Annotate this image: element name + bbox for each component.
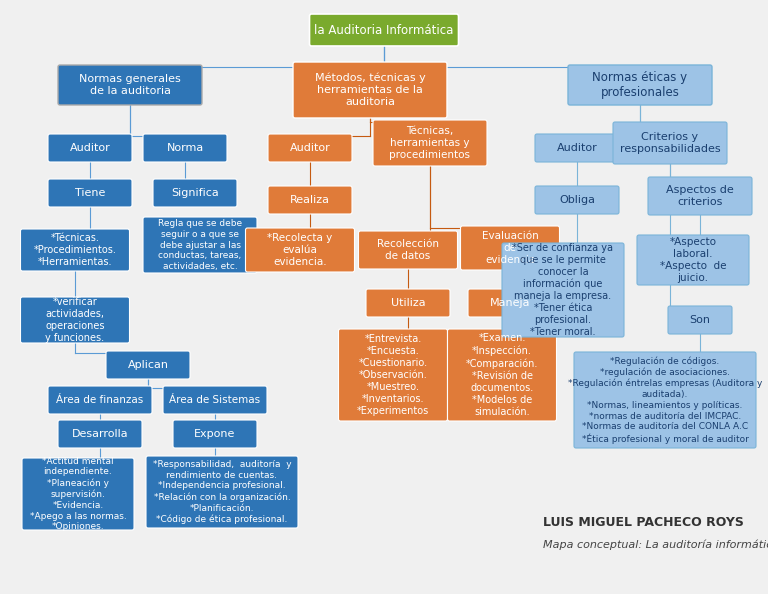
FancyBboxPatch shape <box>268 134 352 162</box>
Text: Son: Son <box>690 315 710 325</box>
FancyBboxPatch shape <box>163 386 267 414</box>
FancyBboxPatch shape <box>293 62 447 118</box>
Text: Aspectos de
criterios: Aspectos de criterios <box>666 185 734 207</box>
Text: Realiza: Realiza <box>290 195 330 205</box>
FancyBboxPatch shape <box>173 420 257 448</box>
FancyBboxPatch shape <box>502 243 624 337</box>
FancyBboxPatch shape <box>574 352 756 448</box>
FancyBboxPatch shape <box>648 177 752 215</box>
FancyBboxPatch shape <box>246 228 355 272</box>
Text: *Actitud mental
independiente.
*Planeación y
supervisión.
*Evidencia.
*Apego a l: *Actitud mental independiente. *Planeaci… <box>30 457 127 532</box>
Text: Significa: Significa <box>171 188 219 198</box>
Text: *Técnicas.
*Procedimientos.
*Herramientas.: *Técnicas. *Procedimientos. *Herramienta… <box>34 233 117 267</box>
Text: Métodos, técnicas y
herramientas de la
auditoria: Métodos, técnicas y herramientas de la a… <box>315 72 425 108</box>
FancyBboxPatch shape <box>48 134 132 162</box>
FancyBboxPatch shape <box>468 289 552 317</box>
Text: Recolección
de datos: Recolección de datos <box>377 239 439 261</box>
FancyBboxPatch shape <box>21 297 130 343</box>
FancyBboxPatch shape <box>143 134 227 162</box>
Text: *Ser de confianza ya
que se le permite
conocer la
información que
maneja la empr: *Ser de confianza ya que se le permite c… <box>512 243 614 337</box>
FancyBboxPatch shape <box>448 329 557 421</box>
FancyBboxPatch shape <box>153 179 237 207</box>
Text: Normas éticas y
profesionales: Normas éticas y profesionales <box>592 71 687 99</box>
FancyBboxPatch shape <box>339 329 448 421</box>
Text: Mapa conceptual: La auditoría informática: Mapa conceptual: La auditoría informátic… <box>543 540 768 550</box>
Text: *Responsabilidad,  auditoría  y
rendimiento de cuentas.
*Independencia profesion: *Responsabilidad, auditoría y rendimient… <box>153 460 291 524</box>
Text: *Examen.
*Inspección.
*Comparación.
*Revisión de
documentos.
*Modelos de
simulac: *Examen. *Inspección. *Comparación. *Rev… <box>466 333 538 416</box>
Text: Desarrolla: Desarrolla <box>71 429 128 439</box>
Text: LUIS MIGUEL PACHECO ROYS: LUIS MIGUEL PACHECO ROYS <box>543 517 744 529</box>
Text: la Auditoria Informática: la Auditoria Informática <box>314 24 454 36</box>
FancyBboxPatch shape <box>535 134 619 162</box>
Text: Normas generales
de la auditoria: Normas generales de la auditoria <box>79 74 181 96</box>
FancyBboxPatch shape <box>359 231 458 269</box>
FancyBboxPatch shape <box>146 456 298 528</box>
Text: *Regulación de códigos.
*regulación de asociaciones.
*Regulación éntrelas empres: *Regulación de códigos. *regulación de a… <box>568 356 762 444</box>
FancyBboxPatch shape <box>613 122 727 164</box>
Text: Área de Sistemas: Área de Sistemas <box>170 395 260 405</box>
Text: Auditor: Auditor <box>557 143 598 153</box>
Text: Regla que se debe
seguir o a que se
debe ajustar a las
conductas, tareas,
activi: Regla que se debe seguir o a que se debe… <box>158 219 242 271</box>
FancyBboxPatch shape <box>21 229 130 271</box>
FancyBboxPatch shape <box>58 65 202 105</box>
FancyBboxPatch shape <box>143 217 257 273</box>
FancyBboxPatch shape <box>310 14 458 46</box>
FancyBboxPatch shape <box>22 458 134 530</box>
Text: Expone: Expone <box>194 429 236 439</box>
FancyBboxPatch shape <box>106 351 190 379</box>
Text: Evaluación
de
evidencia: Evaluación de evidencia <box>482 231 538 265</box>
FancyBboxPatch shape <box>461 226 560 270</box>
Text: Maneja: Maneja <box>490 298 530 308</box>
FancyBboxPatch shape <box>535 186 619 214</box>
FancyBboxPatch shape <box>48 386 152 414</box>
FancyBboxPatch shape <box>637 235 749 285</box>
Text: Criterios y
responsabilidades: Criterios y responsabilidades <box>620 132 720 154</box>
FancyBboxPatch shape <box>366 289 450 317</box>
Text: Tiene: Tiene <box>74 188 105 198</box>
Text: *Recolecta y
evalúa
evidencia.: *Recolecta y evalúa evidencia. <box>267 233 333 267</box>
Text: *verificar
actividades,
operaciones
y funciones.: *verificar actividades, operaciones y fu… <box>45 297 104 343</box>
Text: Utiliza: Utiliza <box>391 298 425 308</box>
Text: *Aspecto
laboral.
*Aspecto  de
juicio.: *Aspecto laboral. *Aspecto de juicio. <box>660 237 727 283</box>
FancyBboxPatch shape <box>668 306 732 334</box>
Text: Obliga: Obliga <box>559 195 595 205</box>
Text: *Entrevista.
*Encuesta.
*Cuestionario.
*Observación.
*Muestreo.
*Inventarios.
*E: *Entrevista. *Encuesta. *Cuestionario. *… <box>357 334 429 416</box>
Text: Auditor: Auditor <box>290 143 330 153</box>
Text: Aplican: Aplican <box>127 360 168 370</box>
FancyBboxPatch shape <box>48 179 132 207</box>
Text: Área de finanzas: Área de finanzas <box>56 395 144 405</box>
FancyBboxPatch shape <box>373 120 487 166</box>
Text: Norma: Norma <box>167 143 204 153</box>
FancyBboxPatch shape <box>568 65 712 105</box>
FancyBboxPatch shape <box>58 420 142 448</box>
Text: Técnicas,
herramientas y
procedimientos: Técnicas, herramientas y procedimientos <box>389 126 471 160</box>
FancyBboxPatch shape <box>268 186 352 214</box>
Text: Auditor: Auditor <box>70 143 111 153</box>
